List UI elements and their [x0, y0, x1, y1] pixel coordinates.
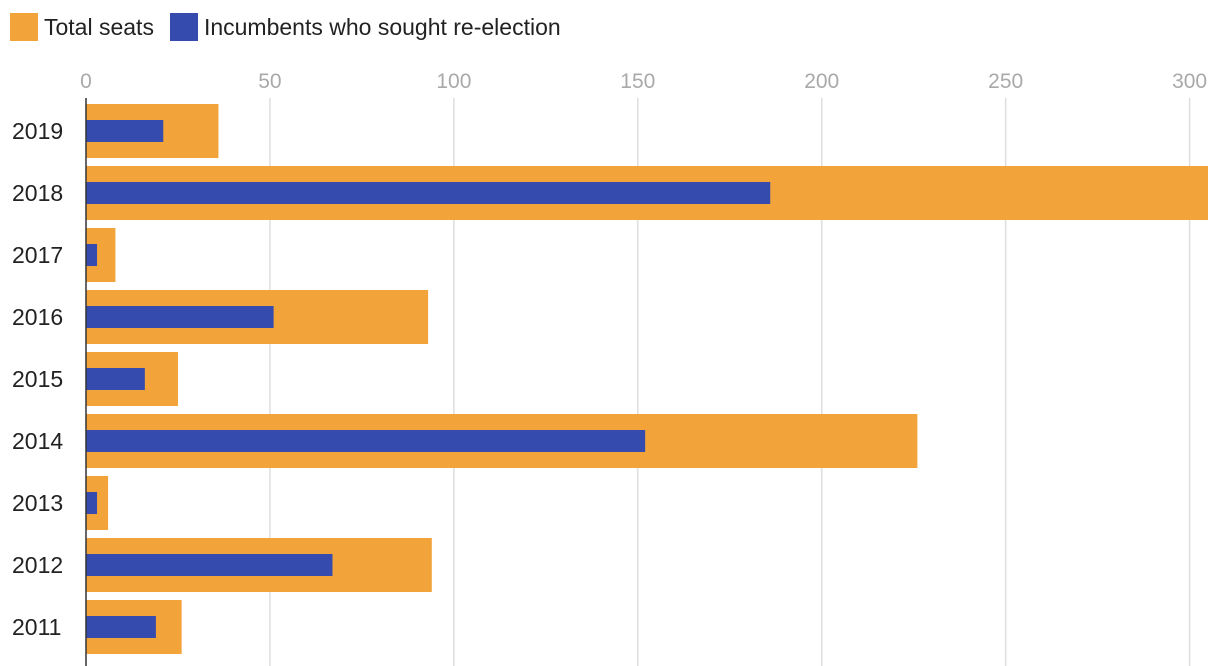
bar-incumbents-2017	[86, 244, 98, 266]
bar-incumbents-2015	[86, 368, 145, 390]
x-tick-label-150: 150	[620, 70, 655, 93]
legend-item-incumbents: Incumbents who sought re-election	[169, 13, 561, 41]
legend-label-incumbents: Incumbents who sought re-election	[203, 13, 561, 40]
x-tick-label-0: 0	[80, 70, 92, 93]
y-category-label-2015: 2015	[12, 366, 63, 392]
legend-item-total-seats: Total seats	[10, 13, 154, 41]
y-category-label-2013: 2013	[12, 490, 63, 516]
bar-incumbents-2013	[86, 492, 98, 514]
bar-incumbents-2018	[86, 182, 771, 204]
legend-swatch-total-seats	[10, 13, 38, 41]
y-category-label-2017: 2017	[12, 242, 63, 268]
bar-incumbents-2016	[86, 306, 274, 328]
x-tick-label-100: 100	[436, 70, 471, 93]
y-category-label-2018: 2018	[12, 180, 63, 206]
legend-label-total-seats: Total seats	[44, 13, 154, 40]
x-tick-label-50: 50	[258, 70, 281, 93]
y-category-label-2019: 2019	[12, 118, 63, 144]
bar-incumbents-2014	[86, 430, 646, 452]
x-tick-label-250: 250	[988, 70, 1023, 93]
x-tick-label-300: 300	[1172, 70, 1207, 93]
legend-swatch-incumbents	[169, 13, 198, 41]
y-category-label-2016: 2016	[12, 304, 63, 330]
x-tick-label-200: 200	[804, 70, 839, 93]
bar-incumbents-2011	[86, 616, 156, 638]
y-category-label-2012: 2012	[12, 552, 63, 578]
bar-incumbents-2019	[86, 120, 164, 142]
y-category-label-2011: 2011	[12, 614, 61, 640]
bar-incumbents-2012	[86, 554, 333, 576]
chart-legend: Total seats Incumbents who sought re-ele…	[10, 12, 577, 42]
y-category-label-2014: 2014	[12, 428, 63, 454]
